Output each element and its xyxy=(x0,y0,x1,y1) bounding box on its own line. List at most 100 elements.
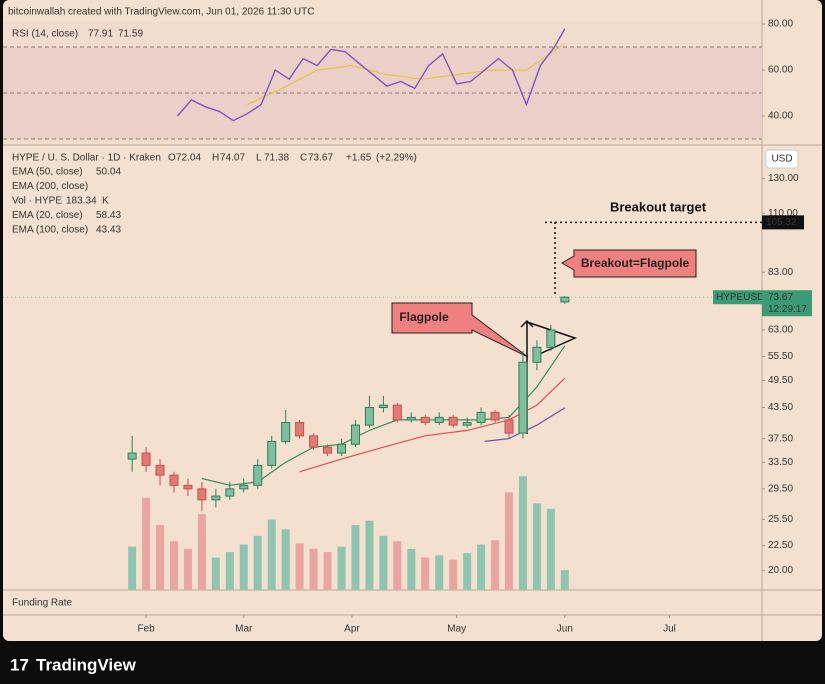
candle-body xyxy=(295,422,305,437)
current-price: 73.67 xyxy=(768,292,793,303)
volume-bar xyxy=(532,503,541,590)
candle-body xyxy=(434,416,444,424)
x-tick-label: May xyxy=(447,624,466,635)
volume-bar xyxy=(505,492,513,590)
candle-body xyxy=(462,422,472,426)
candle-body xyxy=(211,495,221,501)
rsi-title: RSI (14, close) xyxy=(12,29,78,40)
candle-body xyxy=(169,474,179,486)
ema-line xyxy=(299,377,566,473)
volume-bar xyxy=(267,519,276,590)
volume-bar xyxy=(183,548,192,590)
currency-box[interactable] xyxy=(765,149,799,169)
symbol-label: HYPEUSD xyxy=(716,292,764,303)
volume-bar xyxy=(295,543,304,590)
y-tick-label: 130.00 xyxy=(768,173,799,184)
x-tick-label: Jul xyxy=(663,624,676,635)
candle-body xyxy=(560,296,570,303)
candle-body xyxy=(281,422,291,442)
volume-bar xyxy=(407,548,416,590)
candle-body xyxy=(225,488,235,497)
candle-body xyxy=(504,419,514,434)
legend-value: 58.43 xyxy=(96,210,121,221)
candle-body xyxy=(378,404,388,409)
currency: USD xyxy=(771,154,792,165)
candle-body xyxy=(183,484,193,490)
ohlc-value: 71.38 xyxy=(264,153,289,164)
volume-bar xyxy=(128,546,137,590)
ohlc-key: L xyxy=(256,153,262,164)
y-tick-label: 40.00 xyxy=(768,111,793,122)
candle-body xyxy=(323,446,333,454)
legend-name: EMA (50, close) xyxy=(12,167,83,178)
x-tick-label: Feb xyxy=(137,624,155,635)
volume-bar xyxy=(518,476,527,590)
callout-text: Breakout=Flagpole xyxy=(581,256,690,270)
candle-body xyxy=(476,411,486,424)
y-tick-label: 29.50 xyxy=(768,484,793,495)
price-box xyxy=(762,290,812,317)
candle-body xyxy=(155,464,165,476)
candle-body xyxy=(392,404,402,421)
y-tick-label: 20.00 xyxy=(768,565,793,576)
candle-body xyxy=(546,329,556,348)
y-tick-label: 83.00 xyxy=(768,267,793,278)
volume-bar xyxy=(421,557,430,590)
y-tick-label: 63.00 xyxy=(768,325,793,336)
candle-body xyxy=(253,464,263,486)
ohlc-value: 74.07 xyxy=(220,153,245,164)
y-tick-label: 110.00 xyxy=(768,208,798,219)
rsi-ma-value: 71.59 xyxy=(118,29,143,40)
candle-body xyxy=(406,416,416,421)
volume-bar xyxy=(281,529,290,590)
y-tick-label: 80.00 xyxy=(768,19,793,30)
volume-bar xyxy=(239,544,248,590)
y-tick-label: 25.50 xyxy=(768,514,793,525)
volume-bar xyxy=(560,570,569,590)
x-tick-label: Jun xyxy=(557,624,573,635)
volume-bar xyxy=(477,544,486,590)
footer xyxy=(0,641,825,684)
legend-value: 50.04 xyxy=(96,167,121,178)
x-tick-label: Mar xyxy=(235,624,253,635)
target-price-box xyxy=(762,215,804,230)
rsi-ma-line xyxy=(247,42,566,106)
volume-bar xyxy=(435,555,444,590)
ohlc-key: O xyxy=(168,153,176,164)
volume-bar xyxy=(309,548,318,590)
volume-bar xyxy=(546,508,555,590)
lower-pane-title: Funding Rate xyxy=(12,598,72,609)
ema-line xyxy=(201,345,566,486)
candle-body xyxy=(267,440,277,466)
price-title: HYPE / U. S. Dollar · 1D · Kraken xyxy=(12,153,161,164)
candle-body xyxy=(490,411,500,421)
flag-triangle xyxy=(526,321,578,357)
logo-mark: 17 xyxy=(10,655,29,674)
volume-bar xyxy=(142,497,151,590)
y-tick-label: 33.50 xyxy=(768,457,793,468)
legend-value: 183.34 xyxy=(66,196,97,207)
candle-body xyxy=(309,435,319,448)
legend-value: 43.43 xyxy=(96,225,121,236)
volume-bar xyxy=(323,552,332,590)
candle-body xyxy=(518,361,528,434)
candle-body xyxy=(336,443,346,454)
volume-bar xyxy=(449,559,458,590)
volume-bar xyxy=(379,535,388,590)
legend-name: EMA (20, close) xyxy=(12,210,83,221)
candle-body xyxy=(239,484,249,490)
candle-body xyxy=(364,407,374,426)
ohlc-key: C xyxy=(300,153,307,164)
target-label: Breakout target xyxy=(610,199,707,214)
volume-bar xyxy=(351,525,360,590)
y-tick-label: 49.50 xyxy=(768,375,793,386)
ohlc-value: 72.04 xyxy=(176,153,201,164)
y-tick-label: 37.50 xyxy=(768,433,793,444)
breakout-callout xyxy=(561,249,697,278)
change: +1.65 xyxy=(346,153,372,164)
legend-unit: K xyxy=(102,196,109,207)
legend-name: EMA (200, close) xyxy=(12,181,88,192)
candle-body xyxy=(448,416,458,426)
